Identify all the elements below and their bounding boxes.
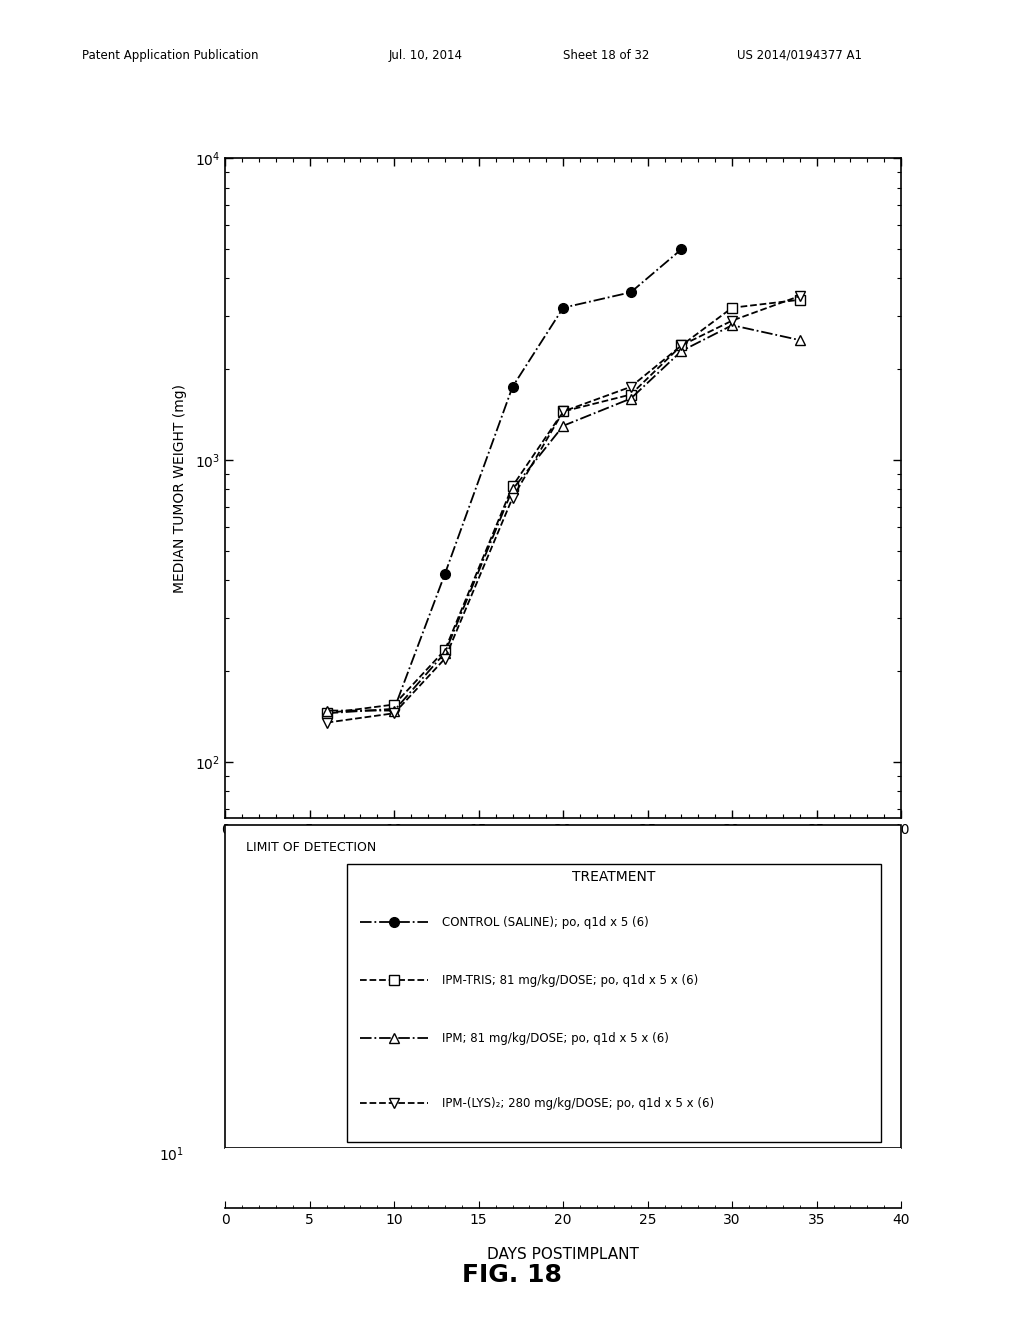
- Text: Sheet 18 of 32: Sheet 18 of 32: [563, 49, 649, 62]
- Text: LIMIT OF DETECTION: LIMIT OF DETECTION: [246, 841, 376, 854]
- Text: CONTROL (SALINE); po, q1d x 5 (6): CONTROL (SALINE); po, q1d x 5 (6): [441, 916, 648, 928]
- Text: Patent Application Publication: Patent Application Publication: [82, 49, 258, 62]
- Y-axis label: MEDIAN TUMOR WEIGHT (mg): MEDIAN TUMOR WEIGHT (mg): [173, 384, 186, 593]
- Text: IPM-(LYS)₂; 280 mg/kg/DOSE; po, q1d x 5 x (6): IPM-(LYS)₂; 280 mg/kg/DOSE; po, q1d x 5 …: [441, 1097, 714, 1110]
- Text: DAYS POSTIMPLANT: DAYS POSTIMPLANT: [487, 1247, 639, 1262]
- Text: IPM-TRIS; 81 mg/kg/DOSE; po, q1d x 5 x (6): IPM-TRIS; 81 mg/kg/DOSE; po, q1d x 5 x (…: [441, 974, 697, 987]
- Text: TREATMENT: TREATMENT: [572, 870, 655, 884]
- Text: $10^1$: $10^1$: [160, 1146, 184, 1164]
- Bar: [347, 863, 881, 1142]
- Text: Jul. 10, 2014: Jul. 10, 2014: [389, 49, 463, 62]
- Text: IPM; 81 mg/kg/DOSE; po, q1d x 5 x (6): IPM; 81 mg/kg/DOSE; po, q1d x 5 x (6): [441, 1032, 669, 1045]
- Text: US 2014/0194377 A1: US 2014/0194377 A1: [737, 49, 862, 62]
- Text: FIG. 18: FIG. 18: [462, 1263, 562, 1287]
